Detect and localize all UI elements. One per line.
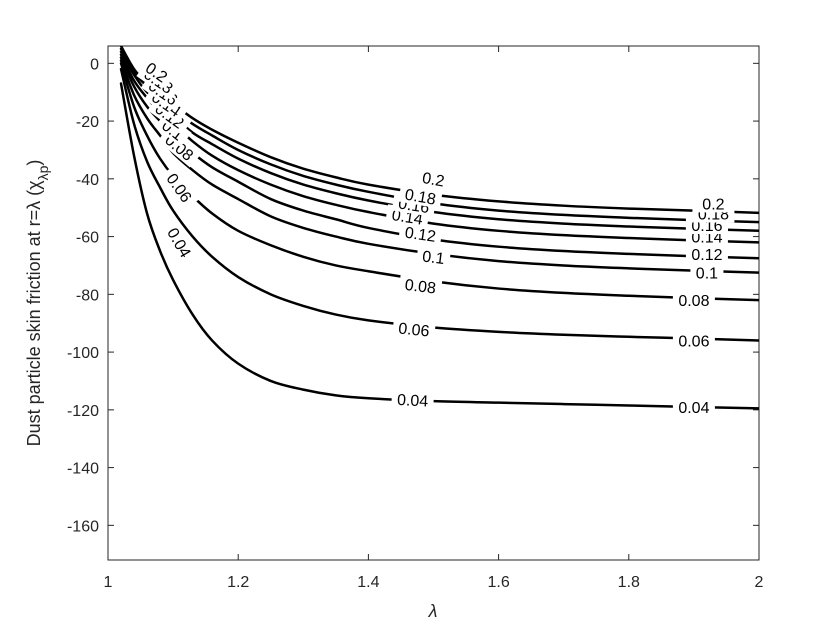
contour-label-group: 0.18 — [398, 183, 443, 209]
contour-label: 0.1 — [696, 266, 718, 283]
contour-label-background — [685, 244, 728, 263]
contour-label-group: 0.08 — [398, 274, 443, 298]
y-tick-label: -120 — [67, 403, 99, 420]
x-tick-label: 1 — [104, 574, 113, 591]
contour-line-0.08 — [119, 62, 759, 302]
x-tick-label: 1.4 — [357, 574, 379, 591]
contour-label: 0.18 — [403, 187, 437, 209]
contour-label-background — [672, 397, 715, 416]
y-axis-title-subscript: λp — [35, 165, 51, 180]
contour-label-group: 0.12 — [685, 244, 728, 264]
contour-label-group: 0.04 — [391, 389, 435, 411]
y-axis-title-main: Dust particle skin friction at r=λ (χ — [24, 180, 44, 447]
x-axis: 1 1.2 1.4 1.6 1.8 2 — [104, 46, 764, 591]
contour-label-background — [398, 183, 443, 209]
contour-label-background — [416, 245, 451, 268]
contour-label: 0.2 — [421, 170, 446, 191]
contour-line-0.04 — [119, 82, 759, 410]
x-axis-title: λ — [428, 601, 438, 621]
y-axis-title-close: ) — [24, 160, 44, 166]
x-tick-label: 1.8 — [618, 574, 640, 591]
contour-label-group: 0.2 — [696, 194, 730, 213]
contour-label: 0.06 — [678, 334, 709, 351]
y-tick-label: -100 — [67, 345, 99, 362]
contour-label: 0.04 — [678, 400, 709, 417]
contour-label-background — [672, 291, 715, 310]
y-tick-label: -20 — [76, 114, 99, 131]
x-tick-label: 1.2 — [227, 574, 249, 591]
contour-label-background — [398, 221, 443, 246]
contour-label-group: 0.08 — [672, 291, 715, 310]
contour-label: 0.1 — [421, 248, 445, 268]
contour-label-background — [398, 274, 443, 298]
contour-label-group: 0.1 — [690, 263, 724, 283]
contour-label-background — [138, 55, 176, 89]
contour-label-group: 0.2 — [415, 167, 452, 191]
contour-label-background — [415, 167, 452, 191]
contour-label-background — [696, 194, 730, 213]
y-axis: 0 -20 -40 -60 -80 -100 -120 -140 -160 — [67, 56, 759, 535]
contour-label-background — [391, 389, 435, 410]
contour-line-0.1 — [119, 59, 759, 274]
y-tick-label: -140 — [67, 461, 99, 478]
y-tick-label: -60 — [76, 230, 99, 247]
contour-label-group: 0.04 — [672, 397, 715, 417]
contour-label: 0.04 — [397, 392, 429, 411]
x-tick-label: 2 — [755, 574, 764, 591]
contour-label-group: 0.12 — [398, 221, 443, 246]
contour-label-background — [160, 165, 200, 210]
contour-label: 0.08 — [678, 293, 709, 310]
contour-label-background — [161, 219, 198, 266]
contour-label-group: 0.06 — [392, 317, 436, 341]
contour-label: 0.06 — [397, 320, 430, 340]
contour-label: 0.08 — [404, 277, 437, 298]
y-tick-label: -80 — [76, 287, 99, 304]
contour-line-0.06 — [119, 67, 759, 342]
contour-label: 0.2 — [702, 196, 724, 213]
contour-label-background — [392, 317, 436, 341]
contour-label: 0.12 — [691, 247, 722, 264]
y-tick-label: -160 — [67, 518, 99, 535]
y-axis-title: Dust particle skin friction at r=λ (χλp) — [24, 160, 51, 447]
y-tick-label: -40 — [76, 172, 99, 189]
contour-label: 0.12 — [404, 225, 437, 246]
plot-area — [107, 45, 760, 561]
y-tick-label: 0 — [90, 56, 99, 73]
contour-label-background — [690, 263, 724, 282]
contour-label-group: 0.06 — [672, 331, 715, 351]
contour-label-background — [672, 331, 715, 350]
contour-label-group: 0.1 — [416, 245, 451, 268]
x-tick-label: 1.6 — [487, 574, 509, 591]
